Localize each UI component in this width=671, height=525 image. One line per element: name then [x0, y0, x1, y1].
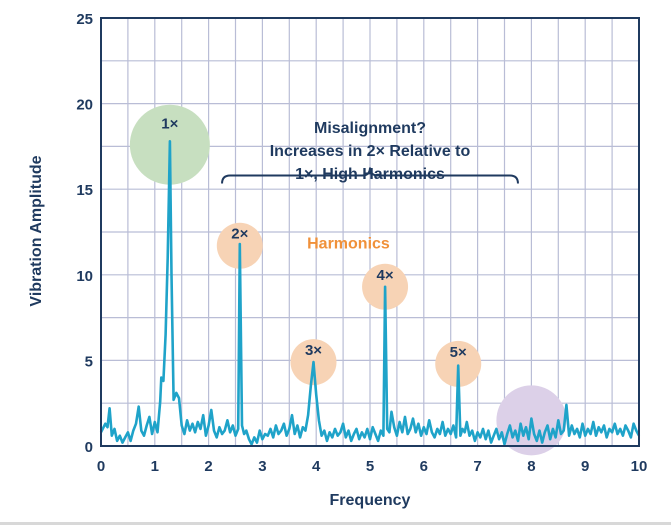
annotation-line: Increases in 2× Relative to: [270, 143, 471, 160]
x-tick-label: 6: [420, 458, 428, 475]
series-layer: [99, 140, 641, 446]
axes: 0 1 2 3 4 5 6 7 8 9 10 0 5 10 15 20 25: [76, 11, 647, 475]
x-tick-label: 8: [527, 458, 535, 475]
x-tick-label: 5: [366, 458, 374, 475]
annotation-line: Misalignment?: [314, 120, 426, 137]
x-tick-label: 2: [204, 458, 212, 475]
y-tick-label: 5: [85, 353, 93, 370]
y-tick-label: 20: [76, 97, 93, 114]
peak-label: 1×: [161, 116, 178, 133]
peak-label: 3×: [305, 342, 322, 359]
y-tick-label: 10: [76, 268, 93, 285]
harmonics-label: Harmonics: [307, 235, 390, 252]
y-tick-label: 15: [76, 182, 93, 199]
bottom-rule: [0, 522, 671, 525]
annotation-layer: 1× 2× 3× 4× 5× Misalignment? Increases in 2× R…: [161, 116, 519, 361]
peak-label: 2×: [231, 226, 248, 243]
annotation-line: 1×, High Harmonics: [295, 166, 445, 183]
spectrum-line: [99, 140, 641, 446]
peak-label: 4×: [377, 267, 394, 284]
x-axis-title: Frequency: [330, 492, 411, 509]
annotation-brace: [221, 167, 519, 184]
x-tick-label: 3: [258, 458, 266, 475]
x-tick-label: 4: [312, 458, 321, 475]
x-tick-label: 1: [151, 458, 159, 475]
peak-label: 5×: [450, 344, 467, 361]
x-tick-label: 7: [473, 458, 481, 475]
y-tick-label: 0: [85, 439, 93, 456]
grid-lines: [101, 18, 639, 446]
y-tick-label: 25: [76, 11, 93, 28]
harmonic-marker-circle: [435, 340, 482, 387]
plot-frame: [100, 17, 640, 447]
x-tick-label: 0: [97, 458, 105, 475]
x-tick-label: 10: [631, 458, 648, 475]
x-tick-label: 9: [581, 458, 589, 475]
y-axis-title: Vibration Amplitude: [28, 155, 45, 306]
